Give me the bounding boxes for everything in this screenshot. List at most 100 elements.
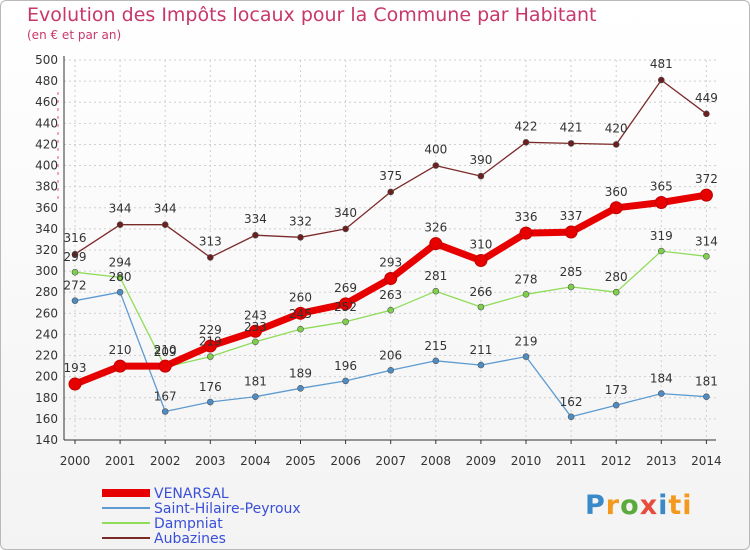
data-point <box>612 141 620 148</box>
data-label: 375 <box>379 169 402 183</box>
data-point <box>522 139 530 146</box>
legend-label: Aubazines <box>154 531 226 547</box>
data-point <box>703 393 710 401</box>
data-point <box>609 201 623 215</box>
proxiti-logo: Proxiti <box>585 490 693 521</box>
data-point <box>203 339 217 353</box>
data-point <box>339 297 353 311</box>
logo-letter: r <box>605 490 621 521</box>
data-point <box>342 377 349 385</box>
y-tick-label: 440 <box>35 116 58 130</box>
data-point <box>252 231 259 239</box>
data-label: 360 <box>605 185 628 199</box>
data-point <box>294 306 307 320</box>
data-point <box>522 291 530 298</box>
y-tick-label: 280 <box>35 285 58 299</box>
legend-label: Dampniat <box>154 516 223 532</box>
data-label: 162 <box>560 395 583 409</box>
y-tick-label: 200 <box>35 370 58 384</box>
data-label: 280 <box>605 270 628 284</box>
data-label: 260 <box>289 290 312 304</box>
x-tick-label: 2003 <box>195 454 226 468</box>
data-point <box>207 398 214 406</box>
x-tick-label: 2008 <box>421 454 452 468</box>
data-point <box>703 110 710 118</box>
data-label: 196 <box>334 359 357 373</box>
x-tick-label: 2013 <box>646 454 677 468</box>
data-labels: 316 344 344 313 334 332 340 375 400 390 422 421 420 4… <box>64 57 718 409</box>
data-label: 209 <box>154 345 177 359</box>
data-label: 316 <box>64 231 87 245</box>
data-point <box>657 76 665 84</box>
data-point <box>71 250 79 258</box>
data-point <box>567 140 575 147</box>
x-tick-label: 2000 <box>60 454 91 468</box>
data-label: 176 <box>199 380 222 394</box>
data-point <box>477 303 485 311</box>
x-tick-label: 2011 <box>556 454 587 468</box>
logo-letter: o <box>620 490 640 521</box>
x-tick-label: 2005 <box>285 454 316 468</box>
y-tick-label: 400 <box>35 159 58 173</box>
data-label: 278 <box>515 272 538 286</box>
data-point <box>432 287 440 295</box>
data-point <box>477 361 485 369</box>
x-tick-label: 2002 <box>150 454 181 468</box>
data-point <box>71 268 79 276</box>
data-label: 269 <box>334 281 357 295</box>
data-label: 210 <box>154 343 177 357</box>
data-label: 481 <box>650 57 673 71</box>
y-tick-label: 160 <box>35 412 58 426</box>
data-point <box>116 221 124 228</box>
data-point <box>657 247 665 255</box>
data-label: 219 <box>199 335 222 349</box>
data-point <box>567 413 575 421</box>
data-label: 340 <box>334 206 357 220</box>
data-point <box>297 234 304 241</box>
data-point <box>158 359 172 373</box>
y-tick-label: 180 <box>35 391 58 405</box>
data-point <box>612 401 620 409</box>
logo-letter: ti <box>668 490 693 521</box>
data-point <box>68 377 82 391</box>
y-tick-label: 380 <box>35 180 58 194</box>
data-label: 167 <box>154 390 177 404</box>
data-point <box>116 274 124 281</box>
data-point <box>207 254 214 261</box>
data-label: 281 <box>424 269 447 283</box>
data-point <box>387 306 395 314</box>
data-point <box>387 367 395 374</box>
data-label: 189 <box>289 366 312 380</box>
data-label: 252 <box>334 300 357 314</box>
x-tick-label: 2012 <box>601 454 632 468</box>
data-label: 390 <box>469 153 492 167</box>
data-label: 310 <box>469 238 492 252</box>
data-label: 233 <box>244 320 267 334</box>
data-label: 344 <box>109 202 132 216</box>
data-label: 210 <box>109 343 132 357</box>
x-tick-label: 2009 <box>466 454 497 468</box>
axes: 140 160 180 200 220 240 260 280 300 320 340 360 380 4… <box>35 53 722 468</box>
data-point <box>161 221 169 228</box>
data-point <box>474 254 488 268</box>
data-point <box>252 338 259 346</box>
data-label: 243 <box>244 308 267 322</box>
chart-subtitle: (en € et par an) <box>27 28 122 42</box>
data-label: 193 <box>64 361 87 375</box>
data-label: 293 <box>379 256 402 270</box>
legend-label: Saint-Hilaire-Peyroux <box>154 501 301 517</box>
data-label: 422 <box>515 119 538 133</box>
y-tick-label: 260 <box>35 306 58 320</box>
x-tick-label: 2006 <box>330 454 361 468</box>
y-tick-label: 240 <box>35 327 58 341</box>
data-point <box>519 226 533 240</box>
data-label: 420 <box>605 121 628 135</box>
data-label: 334 <box>244 212 267 226</box>
x-tick-label: 2004 <box>240 454 271 468</box>
legend: VENARSALSaint-Hilaire-PeyrouxDampniatAub… <box>102 486 301 547</box>
data-point <box>342 225 349 233</box>
y-tick-label: 360 <box>35 201 58 215</box>
data-point <box>567 283 575 291</box>
